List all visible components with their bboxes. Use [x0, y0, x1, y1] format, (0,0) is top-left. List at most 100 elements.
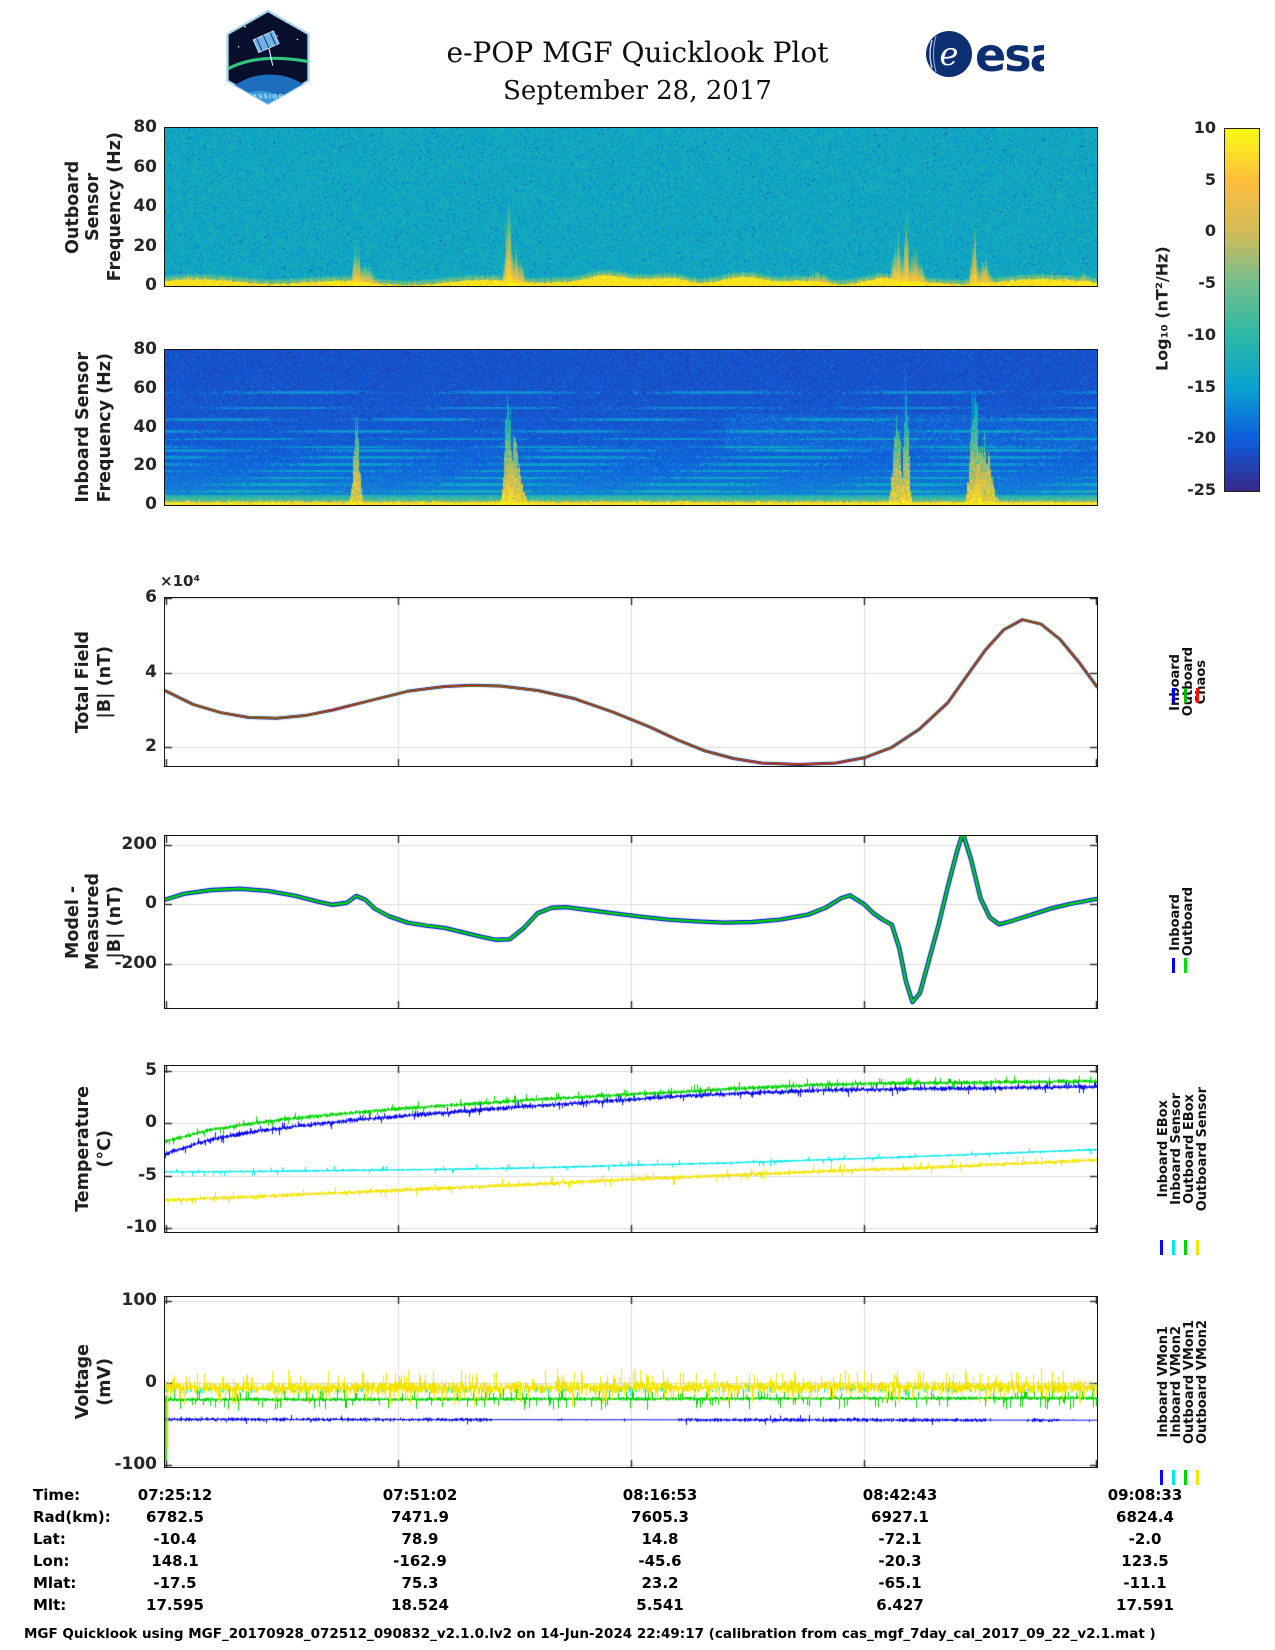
y-tick-label: 5	[145, 1060, 157, 1081]
colorbar-tick-label: 5	[1204, 169, 1216, 189]
model-minus-measured-legend: Inboard Outboard	[1168, 836, 1196, 1008]
ylabel-line: (°C)	[95, 1130, 115, 1168]
table-cell: 17.595	[146, 1596, 204, 1614]
cassiope-mission-logo: CASSIOPE	[226, 9, 310, 106]
y-tick-label: 0	[145, 893, 157, 914]
y-tick-label: -10	[126, 1216, 157, 1237]
legend-marker-outboard-vmon2	[1196, 1470, 1199, 1485]
table-row-label: Mlt:	[33, 1596, 67, 1614]
y-tick-label: -200	[114, 952, 157, 973]
voltage-canvas	[164, 1296, 1097, 1467]
legend-marker-outboard-sensor	[1196, 1240, 1199, 1255]
y-tick-label: -100	[114, 1454, 157, 1475]
colorbar	[1224, 128, 1260, 492]
table-cell: 148.1	[151, 1552, 199, 1570]
y-tick-label: 4	[145, 661, 157, 682]
legend-marker-inboard-sensor	[1172, 1240, 1175, 1255]
y-tick-label: 0	[145, 1372, 157, 1393]
esa-wordmark: esa	[975, 28, 1044, 82]
ylabel-line: |B| (nT)	[95, 645, 115, 719]
colorbar-tick-label: -15	[1187, 376, 1216, 396]
y-tick-label: 0	[145, 494, 157, 514]
ylabel-line: Total Field	[73, 630, 93, 734]
total-field-legend: Inboard Outboard Chaos	[1168, 598, 1209, 766]
legend-marker-outboard-ebox	[1184, 1240, 1187, 1255]
legend-marker-outboard	[1184, 688, 1187, 703]
y-tick-label: 40	[133, 196, 157, 216]
table-cell: 7471.9	[391, 1508, 449, 1526]
y-tick-label: 0	[145, 1112, 157, 1133]
legend-marker-inboard-vmon2	[1172, 1470, 1175, 1485]
table-cell: -65.1	[878, 1574, 922, 1592]
legend-marker-inboard	[1172, 958, 1175, 973]
table-cell: -2.0	[1128, 1530, 1162, 1548]
table-cell: -45.6	[638, 1552, 682, 1570]
y-tick-label: 60	[133, 156, 157, 177]
table-cell: -17.5	[153, 1574, 197, 1592]
legend-label-outboard-sensor: Outboard Sensor	[1195, 1086, 1210, 1212]
table-cell: 09:08:33	[1107, 1486, 1183, 1504]
model-minus-measured-canvas	[164, 835, 1097, 1008]
table-row-label: Rad(km):	[33, 1508, 111, 1526]
table-cell: 17.591	[1116, 1596, 1174, 1614]
colorbar-tick-label: -5	[1198, 273, 1216, 293]
y-tick-label: 80	[133, 339, 157, 359]
legend-marker-inboard	[1172, 688, 1175, 703]
y-tick-label: 20	[133, 455, 157, 476]
cassiope-wordmark: CASSIOPE	[246, 92, 289, 100]
table-cell: 75.3	[401, 1574, 439, 1592]
y-axis-exponent-label: ×10⁴	[160, 572, 201, 590]
legend-label-inboard-vmon2: Inboard VMon2	[1169, 1326, 1184, 1438]
table-cell: 07:51:02	[382, 1486, 458, 1504]
table-cell: -10.4	[153, 1530, 197, 1548]
colorbar-tick-label: 0	[1204, 221, 1216, 241]
table-row-label: Lon:	[33, 1552, 70, 1570]
table-cell: -162.9	[393, 1552, 447, 1570]
colorbar-tick-label: -20	[1187, 428, 1216, 448]
legend-marker-inboard-ebox	[1160, 1240, 1163, 1255]
temperature-ylabel: Temperature (°C)	[62, 1066, 126, 1232]
table-cell: 7605.3	[631, 1508, 689, 1526]
footer-provenance-text: MGF Quicklook using MGF_20170928_072512_…	[24, 1626, 1156, 1642]
y-tick-label: 2	[145, 736, 157, 757]
colorbar-tick-label: -10	[1187, 324, 1216, 344]
table-cell: 6782.5	[146, 1508, 204, 1526]
table-cell: 08:16:53	[622, 1486, 698, 1504]
colorbar-tick-label: -25	[1187, 480, 1216, 499]
y-tick-label: 60	[133, 377, 157, 398]
table-cell: 14.8	[641, 1530, 679, 1548]
y-tick-label: 6	[145, 587, 157, 607]
aurora-arc	[227, 56, 309, 71]
legend-markers	[1172, 688, 1208, 703]
table-cell: 08:42:43	[862, 1486, 938, 1504]
legend-label-inboard-ebox: Inboard EBox	[1156, 1100, 1171, 1198]
figure-date: September 28, 2017	[503, 76, 772, 106]
legend-markers	[1172, 958, 1196, 973]
colorbar-axis-label: Log₁₀ (nT²/Hz)	[1152, 246, 1172, 372]
y-tick-label: 0	[145, 275, 157, 295]
legend-label-outboard: Outboard	[1181, 887, 1196, 957]
legend-marker-outboard	[1184, 958, 1187, 973]
y-tick-label: 100	[121, 1290, 158, 1311]
esa-globe	[926, 31, 972, 77]
y-tick-label: 40	[133, 416, 157, 437]
table-row-label: Time:	[33, 1486, 81, 1504]
voltage-legend: Inboard VMon1 Inboard VMon2 Outboard VMon1…	[1156, 1297, 1210, 1467]
figure-title: e-POP MGF Quicklook Plot	[446, 36, 829, 69]
model-minus-measured-ylabel: Model - Measured |B| (nT)	[62, 836, 126, 1008]
satellite-icon	[252, 30, 280, 66]
inboard-spectrogram-canvas	[164, 349, 1097, 505]
y-tick-label: 200	[121, 833, 158, 854]
esa-globe-e: e	[940, 35, 959, 73]
y-tick-label: 80	[133, 117, 157, 137]
table-cell: 6824.4	[1116, 1508, 1174, 1526]
legend-marker-chaos	[1196, 688, 1199, 703]
table-cell: -20.3	[878, 1552, 922, 1570]
esa-logo: e esa	[926, 28, 1044, 82]
table-cell: 18.524	[391, 1596, 449, 1614]
temperature-legend: Inboard EBox Inboard Sensor Outboard EBox O…	[1156, 1066, 1210, 1232]
table-row-label: Mlat:	[33, 1574, 77, 1592]
table-cell: -11.1	[1123, 1574, 1167, 1592]
outboard-spectrogram-canvas	[164, 127, 1097, 286]
